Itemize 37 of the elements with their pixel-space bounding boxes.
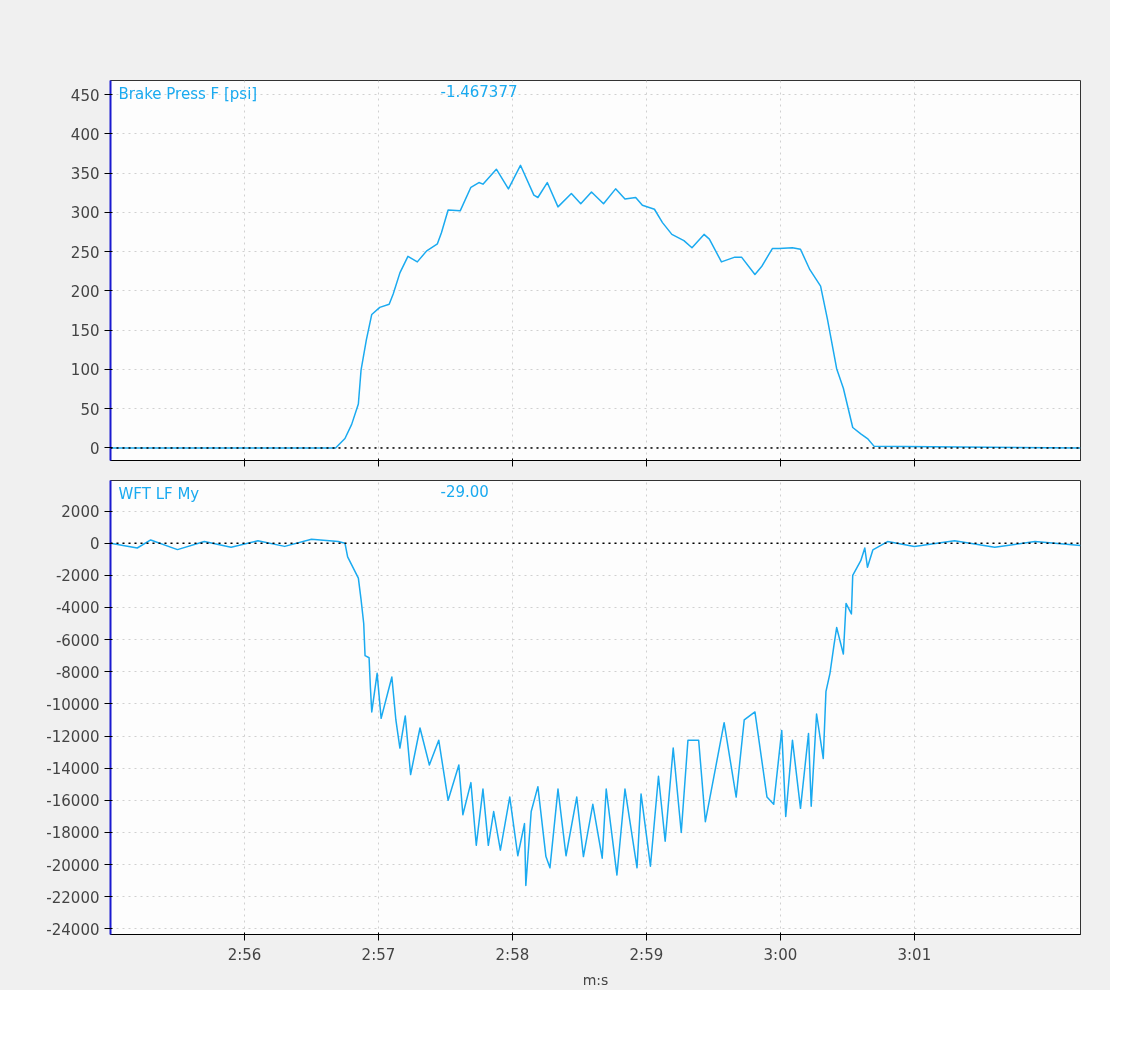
y-tick-label: -8000 <box>55 663 100 682</box>
y-tick-label: 250 <box>70 243 100 262</box>
y-tick-label: 100 <box>70 361 100 380</box>
y-tick-label: 150 <box>70 322 100 341</box>
y-tick-label: 0 <box>89 535 100 554</box>
y-tick-label: -20000 <box>46 856 100 875</box>
y-tick-label: 300 <box>70 204 100 223</box>
x-tick-label: 2:59 <box>629 945 664 964</box>
y-tick-label: -22000 <box>46 888 100 907</box>
y-tick-label: 400 <box>70 125 100 144</box>
text: Brake Press F [psi] <box>118 84 258 103</box>
y-tick-label: -24000 <box>46 920 100 939</box>
x-tick-label: 2:57 <box>361 945 396 964</box>
y-tick-label: 50 <box>80 400 100 419</box>
x-tick-label: 2:58 <box>495 945 530 964</box>
text: WFT LF My <box>118 484 200 503</box>
annotation: -29.00 <box>440 482 489 501</box>
y-tick-label: -10000 <box>46 695 100 714</box>
y-tick-label: -12000 <box>46 728 100 747</box>
x-tick-label: 2:56 <box>227 945 262 964</box>
x-tick-label: 3:00 <box>763 945 798 964</box>
x-axis-title: m:s <box>582 971 609 988</box>
line-series <box>110 538 1081 887</box>
y-tick-label: 450 <box>70 86 100 105</box>
x-tick-label: 3:01 <box>897 945 932 964</box>
y-tick-label: 2000 <box>61 503 100 522</box>
y-tick-label: -18000 <box>46 824 100 843</box>
annotation: -1.467377 <box>440 82 518 101</box>
y-tick-label: 350 <box>70 165 100 184</box>
y-tick-label: 0 <box>89 439 100 458</box>
y-tick-label: -2000 <box>55 567 100 586</box>
y-tick-label: -16000 <box>46 792 100 811</box>
y-tick-label: -4000 <box>55 599 100 618</box>
line-series <box>110 164 1081 449</box>
y-tick-label: 200 <box>70 282 100 301</box>
y-tick-label: -14000 <box>46 760 100 779</box>
y-tick-label: -6000 <box>55 631 100 650</box>
